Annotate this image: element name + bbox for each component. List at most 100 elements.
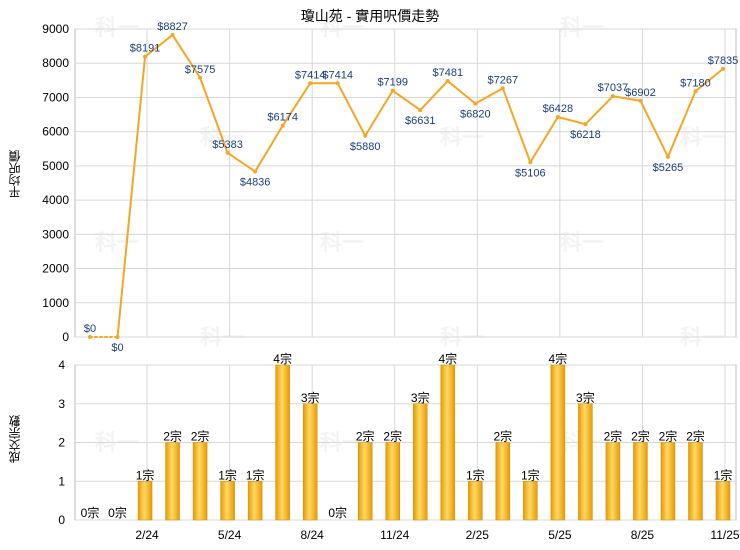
count-bar-label: 2宗 — [356, 429, 375, 444]
price-data-label: $6218 — [570, 129, 601, 141]
price-point — [665, 154, 670, 159]
price-point — [280, 123, 285, 128]
count-bar-label: 4宗 — [273, 351, 292, 366]
price-data-label: $0 — [84, 323, 96, 335]
x-tick-label: 5/24 — [218, 528, 242, 542]
price-data-label: $7414 — [322, 69, 353, 81]
price-point — [610, 94, 615, 99]
price-line-segment — [254, 124, 284, 173]
count-bar-label: 3宗 — [411, 390, 430, 405]
count-bar-label: 2宗 — [631, 429, 650, 444]
price-point — [225, 150, 230, 155]
price-line-segment — [474, 87, 504, 105]
price-line-segment — [364, 89, 394, 137]
count-bar — [578, 403, 593, 521]
price-line-segment — [144, 33, 174, 58]
price-data-label: $7575 — [185, 64, 216, 76]
count-bar-label: 4宗 — [438, 351, 457, 366]
count-bar — [137, 481, 153, 521]
price-point — [445, 78, 450, 83]
price-data-label: $5265 — [653, 162, 684, 174]
price-point — [583, 122, 588, 127]
price-data-label: $7414 — [295, 69, 326, 81]
price-data-label: $4836 — [240, 177, 271, 189]
price-plot-frame — [74, 28, 737, 338]
count-bar — [660, 442, 676, 521]
count-y-tick-label: 2 — [58, 436, 65, 450]
price-y-tick-label: 3000 — [42, 227, 69, 241]
price-line-segment — [666, 90, 697, 158]
count-bar — [192, 442, 208, 521]
price-data-label: $7199 — [377, 77, 408, 89]
count-bar-label: 3宗 — [576, 390, 595, 405]
price-data-label: $7835 — [708, 55, 739, 67]
count-bar — [605, 442, 621, 521]
x-tick-label: 2/25 — [466, 528, 490, 542]
price-data-label: $6174 — [267, 112, 298, 124]
count-bar — [633, 442, 648, 521]
price-point — [473, 101, 478, 106]
count-bar-label: 4宗 — [549, 351, 568, 366]
count-bar-label: 0宗 — [81, 505, 100, 520]
price-data-label: $7267 — [488, 74, 519, 86]
count-y-tick-label: 1 — [58, 474, 65, 488]
count-bar — [495, 442, 511, 521]
price-data-label: $7037 — [598, 82, 629, 94]
x-tick-label: 11/25 — [710, 528, 739, 542]
count-bar-label: 2宗 — [686, 429, 705, 444]
price-data-label: $8827 — [157, 21, 188, 33]
price-line-segment — [501, 87, 532, 164]
price-point — [638, 98, 643, 103]
price-point — [555, 115, 560, 120]
count-bar — [165, 442, 180, 521]
price-line-segment — [116, 55, 147, 338]
price-line-segment — [171, 33, 202, 79]
price-y-tick-label: 8000 — [42, 56, 69, 70]
price-data-label: $7180 — [680, 77, 711, 89]
count-bar — [523, 481, 538, 521]
price-y-tick-label: 0 — [62, 330, 69, 344]
x-tick-label: 11/24 — [380, 528, 409, 542]
count-bar-label: 1宗 — [714, 467, 733, 482]
count-bar — [275, 364, 290, 521]
price-y-tick-label: 1000 — [42, 296, 69, 310]
price-y-tick-label: 5000 — [42, 159, 69, 173]
price-point — [308, 81, 313, 86]
x-tick-label: 2/24 — [135, 528, 159, 542]
count-bar-label: 1宗 — [218, 467, 237, 482]
count-bar-label: 2宗 — [604, 429, 623, 444]
price-data-label: $7481 — [432, 67, 463, 79]
price-line-segment — [446, 79, 477, 105]
price-point — [500, 86, 505, 91]
price-data-label: $8191 — [130, 43, 161, 55]
price-line-segment — [391, 89, 422, 112]
count-bar — [688, 442, 703, 521]
price-point — [335, 81, 340, 86]
price-point — [198, 75, 203, 80]
price-line-segment — [529, 116, 559, 164]
price-y-tick-label: 4000 — [42, 193, 69, 207]
price-point — [253, 169, 258, 174]
count-bar-label: 2宗 — [163, 429, 182, 444]
price-point — [418, 108, 423, 113]
price-line-segment — [336, 82, 367, 137]
count-bar-label: 1宗 — [521, 467, 540, 482]
count-bar — [302, 403, 318, 521]
price-line-segment — [419, 79, 449, 112]
count-bar-label: 2宗 — [659, 429, 678, 444]
count-bar-label: 2宗 — [493, 429, 512, 444]
price-point — [390, 88, 395, 93]
price-data-label: $5880 — [350, 141, 381, 153]
price-point — [170, 32, 175, 37]
price-data-label: $0 — [111, 342, 123, 354]
price-data-label: $6631 — [405, 115, 436, 127]
count-bar-label: 1宗 — [136, 467, 155, 482]
count-bar-label: 2宗 — [383, 429, 402, 444]
price-point — [528, 160, 533, 165]
count-bar — [247, 481, 263, 521]
count-y-tick-label: 4 — [58, 358, 65, 372]
count-bar — [440, 364, 456, 521]
count-y-tick-label: 0 — [58, 513, 65, 527]
